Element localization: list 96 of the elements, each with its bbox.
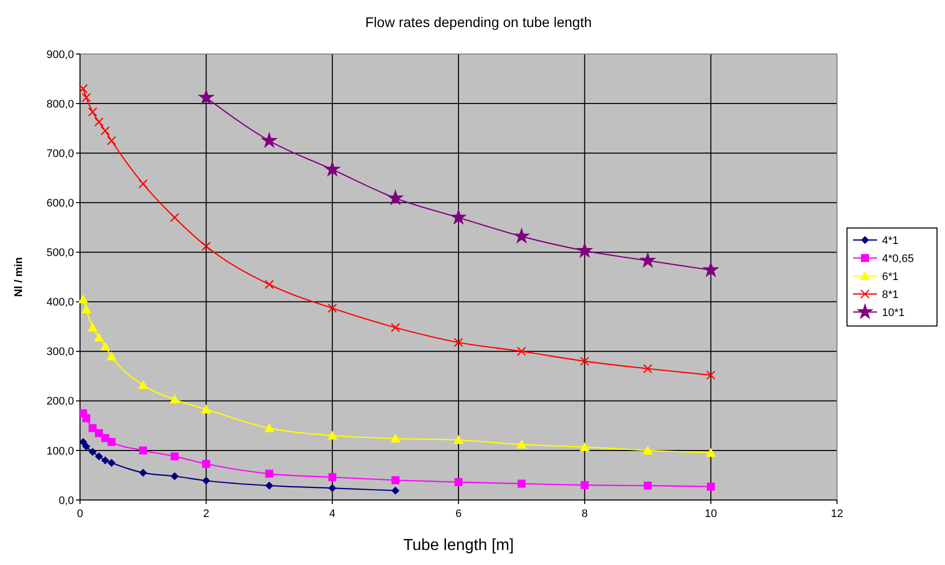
point <box>201 404 212 414</box>
y-tick-label: 300,0 <box>46 346 74 358</box>
y-tick-label: 800,0 <box>46 98 74 110</box>
point <box>106 136 116 146</box>
x-tick-label: 10 <box>704 508 717 520</box>
point <box>106 351 117 360</box>
point <box>100 341 110 350</box>
point <box>328 473 336 482</box>
legend-label: 10*1 <box>882 306 905 319</box>
x-tick-label: 4 <box>329 508 336 520</box>
point <box>94 452 103 460</box>
point <box>170 472 179 480</box>
point <box>101 456 110 464</box>
point <box>198 90 214 104</box>
point <box>516 440 527 448</box>
y-tick-label: 600,0 <box>46 198 74 210</box>
point <box>516 346 526 356</box>
point <box>451 210 466 224</box>
y-tick-label: 700,0 <box>46 148 74 160</box>
point <box>82 442 90 450</box>
y-tick-label: 400,0 <box>46 296 74 309</box>
point <box>388 190 403 205</box>
point <box>264 423 274 432</box>
point <box>580 442 590 451</box>
point <box>170 452 179 460</box>
y-tick-label: 500,0 <box>46 247 74 260</box>
point <box>706 448 716 457</box>
x-tick-label: 2 <box>203 508 210 520</box>
point <box>265 482 274 490</box>
point <box>390 434 400 443</box>
point <box>82 414 90 422</box>
x-axis-title: Tube length [m] <box>403 537 514 554</box>
x-tick-label: 6 <box>455 508 462 520</box>
point <box>454 338 464 348</box>
legend-label: 8*1 <box>882 288 899 301</box>
point <box>170 212 180 222</box>
point <box>170 394 180 404</box>
x-tick-label: 8 <box>582 508 588 520</box>
point <box>514 228 530 243</box>
point <box>138 179 148 188</box>
point <box>138 380 148 390</box>
point <box>108 458 116 467</box>
point <box>454 435 464 444</box>
point <box>108 438 116 446</box>
point <box>78 84 88 94</box>
point <box>88 107 98 117</box>
x-tick-label: 12 <box>830 508 844 520</box>
point <box>202 460 210 468</box>
point <box>640 252 656 268</box>
point <box>518 480 526 488</box>
legend-label: 4*0,65 <box>882 252 914 265</box>
point <box>82 93 91 102</box>
point <box>324 162 340 176</box>
point <box>390 322 400 332</box>
point <box>703 262 718 276</box>
point <box>94 332 104 342</box>
point <box>202 242 211 251</box>
point <box>79 438 88 446</box>
point <box>454 478 462 486</box>
y-tick-label: 200,0 <box>46 396 74 408</box>
legend-label: 6*1 <box>882 270 899 283</box>
point <box>100 126 110 136</box>
x-tick-label: 0 <box>76 508 84 520</box>
y-tick-label: 0,0 <box>58 494 74 507</box>
chart-title: Flow rates depending on tube length <box>365 14 592 30</box>
point <box>643 364 652 374</box>
point <box>580 356 590 366</box>
point <box>81 304 92 314</box>
point <box>202 476 210 485</box>
point <box>264 280 274 290</box>
point <box>577 242 592 258</box>
point <box>262 132 277 148</box>
point <box>391 486 400 495</box>
point <box>265 470 274 478</box>
y-tick-label: 100,0 <box>46 445 74 458</box>
point <box>88 322 98 332</box>
point <box>642 445 653 454</box>
point <box>94 429 103 438</box>
point <box>327 430 338 440</box>
point <box>706 370 716 380</box>
point <box>580 481 589 490</box>
point <box>101 434 110 442</box>
y-axis-title: Nl / min <box>13 256 25 297</box>
point <box>328 484 336 492</box>
y-tick-label: 900,0 <box>46 48 74 61</box>
point <box>139 468 148 477</box>
point <box>391 476 400 484</box>
point <box>78 294 88 304</box>
point <box>644 482 652 490</box>
point <box>706 482 715 491</box>
point <box>88 448 97 456</box>
point <box>94 117 104 126</box>
point <box>139 446 148 454</box>
legend-label: 4*1 <box>882 234 899 247</box>
point <box>328 304 337 313</box>
point <box>88 424 97 432</box>
